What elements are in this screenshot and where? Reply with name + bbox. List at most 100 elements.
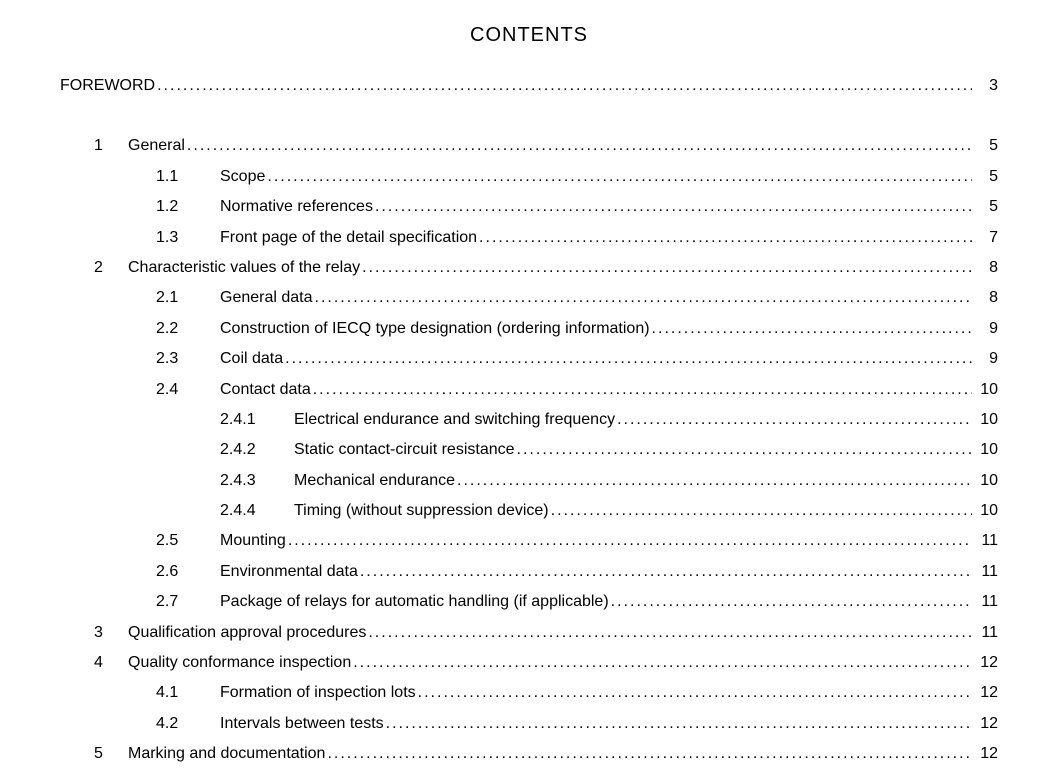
toc-entry-number: 2.4.4 <box>220 496 276 526</box>
toc-entry-page: 12 <box>974 739 998 769</box>
toc-leader-dots <box>551 496 972 526</box>
toc-entry-label: Construction of IECQ type designation (o… <box>220 314 650 344</box>
toc-entry: 2.6 Environmental data 11 <box>156 557 998 587</box>
toc-entry: 2.4.2 Static contact-circuit resistance 10 <box>220 435 998 465</box>
toc-entry-page: 8 <box>974 253 998 283</box>
toc-leader-dots <box>285 344 972 374</box>
toc-entry: 1.3 Front page of the detail specificatio… <box>156 223 998 253</box>
toc-entry-page: 11 <box>974 526 998 556</box>
toc-leader-dots <box>267 162 972 192</box>
toc-entry-number: 2 <box>94 253 128 283</box>
toc-leader-dots <box>313 375 972 405</box>
toc-leader-dots <box>457 466 972 496</box>
toc-entry-number: 3 <box>94 618 128 648</box>
toc-leader-dots <box>386 709 972 739</box>
toc-entry-label: Package of relays for automatic handling… <box>220 587 609 617</box>
toc-entry-page: 11 <box>974 587 998 617</box>
toc-leader-dots <box>327 739 972 769</box>
toc-entry: 2.5 Mounting 11 <box>156 526 998 556</box>
toc-leader-dots <box>368 618 972 648</box>
toc-entry-page: 10 <box>974 405 998 435</box>
toc-entry-number: 2.3 <box>156 344 202 374</box>
toc-entry-page: 12 <box>974 709 998 739</box>
toc-entry: 4.1 Formation of inspection lots 12 <box>156 678 998 708</box>
toc-entry: 2.4.3 Mechanical endurance 10 <box>220 466 998 496</box>
toc-leader-dots <box>479 223 972 253</box>
toc-leader-dots <box>652 314 972 344</box>
toc-leader-dots <box>611 587 972 617</box>
toc-section-gap <box>60 101 998 131</box>
toc-entry-label: Normative references <box>220 192 373 222</box>
toc-entry-number: 2.4.3 <box>220 466 276 496</box>
toc-entry-label: Quality conformance inspection <box>128 648 351 678</box>
toc-entry-label: Mounting <box>220 526 286 556</box>
toc-entry-number: 2.2 <box>156 314 202 344</box>
toc-entry: 4.2 Intervals between tests 12 <box>156 709 998 739</box>
toc-leader-dots <box>157 71 972 101</box>
toc-leader-dots <box>375 192 972 222</box>
toc-entry-number: 2.5 <box>156 526 202 556</box>
toc-leader-dots <box>418 678 972 708</box>
toc-entry-label: Characteristic values of the relay <box>128 253 360 283</box>
toc-entry-page: 10 <box>974 435 998 465</box>
toc-leader-dots <box>315 283 972 313</box>
toc-entry-number: 1.2 <box>156 192 202 222</box>
toc-entry-number: 2.4 <box>156 375 202 405</box>
toc-entry: 1.1 Scope 5 <box>156 162 998 192</box>
toc-entry: 2.3 Coil data 9 <box>156 344 998 374</box>
toc-entry-label: Mechanical endurance <box>294 466 455 496</box>
table-of-contents: FOREWORD31General51.1Scope51.2Normative … <box>60 71 998 770</box>
toc-entry-page: 9 <box>974 314 998 344</box>
toc-entry: 1General 5 <box>94 131 998 161</box>
toc-entry: 2.2 Construction of IECQ type designation… <box>156 314 998 344</box>
toc-entry-label: Scope <box>220 162 265 192</box>
toc-entry-page: 12 <box>974 648 998 678</box>
toc-entry: 2.4.4Timing (without suppression device)… <box>220 496 998 526</box>
toc-entry-label: Electrical endurance and switching frequ… <box>294 405 615 435</box>
toc-leader-dots <box>288 526 972 556</box>
toc-entry: 1.2 Normative references 5 <box>156 192 998 222</box>
toc-entry-page: 11 <box>974 557 998 587</box>
toc-entry-page: 5 <box>974 192 998 222</box>
toc-entry-page: 12 <box>974 678 998 708</box>
toc-entry-label: General <box>128 131 185 161</box>
toc-leader-dots <box>353 648 972 678</box>
toc-entry: 3Qualification approval procedures11 <box>94 618 998 648</box>
toc-entry-page: 9 <box>974 344 998 374</box>
toc-entry: 2.1General data8 <box>156 283 998 313</box>
toc-entry-number: 2.6 <box>156 557 202 587</box>
toc-entry-number: 4.2 <box>156 709 202 739</box>
toc-entry-label: Environmental data <box>220 557 358 587</box>
toc-entry-label: Formation of inspection lots <box>220 678 416 708</box>
toc-entry: 2.4 Contact data 10 <box>156 375 998 405</box>
toc-leader-dots <box>187 131 972 161</box>
toc-entry-number: 2.4.2 <box>220 435 276 465</box>
toc-entry-number: 4.1 <box>156 678 202 708</box>
toc-entry-page: 5 <box>974 162 998 192</box>
toc-entry-number: 1.1 <box>156 162 202 192</box>
toc-entry-label: Coil data <box>220 344 283 374</box>
toc-entry-page: 8 <box>974 283 998 313</box>
document-page: CONTENTS FOREWORD31General51.1Scope51.2N… <box>0 0 1058 770</box>
toc-entry: 2.7 Package of relays for automatic handl… <box>156 587 998 617</box>
toc-leader-dots <box>517 435 972 465</box>
toc-entry-label: Contact data <box>220 375 311 405</box>
toc-entry-label: Front page of the detail specification <box>220 223 477 253</box>
toc-leader-dots <box>360 557 972 587</box>
toc-entry-label: Marking and documentation <box>128 739 325 769</box>
toc-entry-label: Static contact-circuit resistance <box>294 435 515 465</box>
toc-entry-page: 10 <box>974 375 998 405</box>
toc-entry-number: 1.3 <box>156 223 202 253</box>
toc-entry-number: 1 <box>94 131 128 161</box>
toc-entry-page: 10 <box>974 466 998 496</box>
toc-entry-page: 3 <box>974 71 998 101</box>
toc-entry-label: Intervals between tests <box>220 709 384 739</box>
toc-entry-number: 2.4.1 <box>220 405 276 435</box>
toc-entry: 5Marking and documentation12 <box>94 739 998 769</box>
toc-entry-page: 10 <box>974 496 998 526</box>
toc-entry-number: 4 <box>94 648 128 678</box>
toc-entry-number: 2.7 <box>156 587 202 617</box>
toc-entry: 2.4.1 Electrical endurance and switching … <box>220 405 998 435</box>
toc-entry-page: 5 <box>974 131 998 161</box>
toc-entry-label: Qualification approval procedures <box>128 618 366 648</box>
